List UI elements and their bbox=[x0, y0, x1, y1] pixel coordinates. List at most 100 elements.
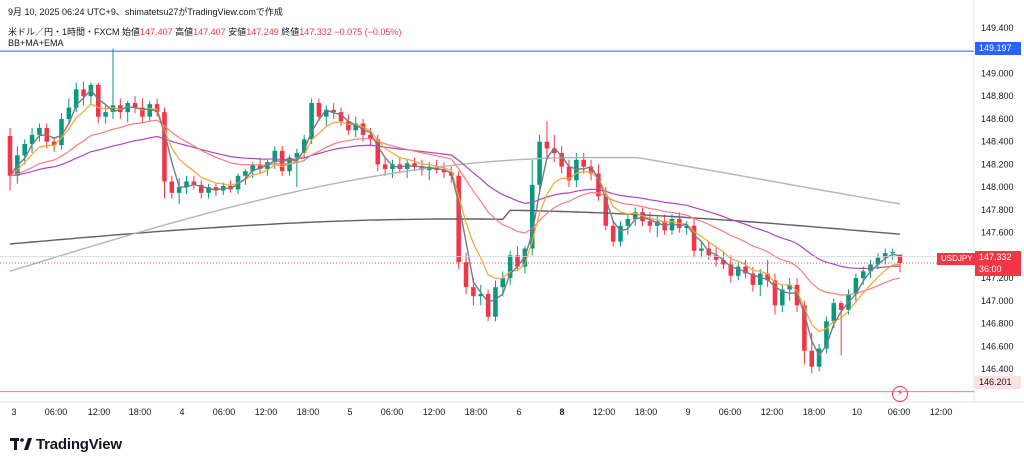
candle-body bbox=[162, 112, 167, 182]
candle-body bbox=[95, 84, 101, 117]
candle-body bbox=[51, 141, 57, 146]
candle-body bbox=[883, 253, 888, 258]
candle-body bbox=[632, 212, 638, 219]
x-tick-label: 3 bbox=[11, 407, 16, 417]
candle-body bbox=[699, 248, 704, 251]
candle-body bbox=[743, 266, 748, 274]
candle-body bbox=[132, 103, 138, 108]
candle-body bbox=[669, 218, 675, 231]
candle-body bbox=[721, 259, 726, 265]
candle-body bbox=[853, 278, 859, 294]
candle-body bbox=[147, 104, 153, 117]
symbol-tag: USDJPY bbox=[937, 253, 977, 265]
series-long-ma-gray bbox=[9, 156, 901, 272]
candle-body bbox=[301, 139, 307, 154]
x-tick-label: 18:00 bbox=[129, 407, 152, 417]
countdown-tag: 36:00 bbox=[975, 263, 1021, 276]
candle-body bbox=[213, 187, 219, 191]
x-tick-label: 12:00 bbox=[255, 407, 278, 417]
candle-body bbox=[618, 225, 623, 242]
candle-body bbox=[324, 109, 329, 117]
candle-body bbox=[22, 143, 27, 156]
candle-body bbox=[272, 150, 278, 163]
series-ema-purple bbox=[9, 135, 901, 270]
candle-body bbox=[103, 112, 108, 117]
y-tick-label: 148.600 bbox=[981, 114, 1014, 124]
y-tick-label: 149.400 bbox=[981, 23, 1014, 33]
y-tick-label: 147.200 bbox=[981, 273, 1014, 283]
candle-body bbox=[780, 289, 785, 306]
candle-body bbox=[735, 266, 741, 276]
candle-body bbox=[228, 185, 233, 190]
x-tick-label: 6 bbox=[516, 407, 521, 417]
candle-body bbox=[198, 184, 204, 193]
candle-body bbox=[728, 264, 734, 276]
candle-body bbox=[875, 257, 881, 265]
x-tick-label: 10 bbox=[852, 407, 862, 417]
x-tick-label: 12:00 bbox=[88, 407, 111, 417]
candle-body bbox=[552, 148, 557, 154]
high-value: 147.407 bbox=[193, 27, 226, 37]
y-tick-label: 147.000 bbox=[981, 296, 1014, 306]
y-tick-label: 148.800 bbox=[981, 91, 1014, 101]
candle-body bbox=[191, 181, 197, 185]
x-tick-label: 8 bbox=[559, 407, 564, 417]
candle-body bbox=[757, 273, 763, 285]
candle-body bbox=[419, 166, 425, 171]
lightning-icon[interactable]: ⚡ bbox=[892, 386, 908, 402]
low-label: 安値 bbox=[228, 27, 247, 37]
candle-body bbox=[559, 153, 564, 167]
series-ema-red bbox=[9, 119, 901, 296]
candle-body bbox=[581, 159, 586, 167]
candle-body bbox=[316, 103, 322, 117]
candle-body bbox=[824, 321, 829, 349]
y-tick-label: 148.400 bbox=[981, 137, 1014, 147]
candle-body bbox=[772, 280, 778, 306]
x-tick-label: 12:00 bbox=[930, 407, 953, 417]
y-tick-label: 146.600 bbox=[981, 341, 1014, 351]
x-tick-label: 18:00 bbox=[635, 407, 658, 417]
x-tick-label: 06:00 bbox=[213, 407, 236, 417]
close-value: 147.332 bbox=[299, 27, 332, 37]
series-ma-gray bbox=[9, 89, 901, 357]
candle-body bbox=[890, 251, 895, 254]
candle-body bbox=[412, 163, 417, 167]
x-tick-label: 06:00 bbox=[719, 407, 742, 417]
symbol-title: 米ドル／円・1時間・FXCM bbox=[8, 27, 120, 37]
candle-body bbox=[507, 255, 513, 279]
candle-body bbox=[515, 255, 520, 267]
candle-body bbox=[29, 134, 35, 144]
logo-text: TradingView bbox=[36, 435, 122, 453]
candle-body bbox=[500, 278, 506, 288]
high-label: 高値 bbox=[175, 27, 194, 37]
candle-body bbox=[485, 293, 491, 317]
x-tick-label: 4 bbox=[179, 407, 184, 417]
y-tick-label: 148.000 bbox=[981, 182, 1014, 192]
x-tick-label: 18:00 bbox=[297, 407, 320, 417]
candle-body bbox=[809, 350, 815, 367]
x-tick-label: 18:00 bbox=[465, 407, 488, 417]
candle-body bbox=[66, 107, 72, 119]
candle-body bbox=[897, 254, 903, 264]
y-tick-label: 147.600 bbox=[981, 228, 1014, 238]
candle-body bbox=[625, 218, 631, 226]
candle-body bbox=[309, 103, 314, 140]
tradingview-logo-icon bbox=[10, 438, 32, 450]
candle-body bbox=[331, 109, 336, 113]
tradingview-logo[interactable]: TradingView bbox=[10, 434, 122, 454]
candle-body bbox=[368, 134, 373, 140]
x-tick-label: 06:00 bbox=[888, 407, 911, 417]
open-label: 始値 bbox=[122, 27, 141, 37]
x-tick-label: 06:00 bbox=[381, 407, 404, 417]
indicator-legend[interactable]: BB+MA+EMA bbox=[8, 38, 64, 48]
candle-body bbox=[787, 284, 792, 290]
x-tick-label: 9 bbox=[685, 407, 690, 417]
candle-body bbox=[59, 118, 64, 146]
candle-body bbox=[684, 225, 689, 229]
candle-body bbox=[816, 348, 822, 367]
close-label: 終値 bbox=[281, 27, 300, 37]
candle-body bbox=[493, 287, 498, 317]
candle-body bbox=[529, 184, 535, 249]
candle-body bbox=[654, 221, 660, 226]
